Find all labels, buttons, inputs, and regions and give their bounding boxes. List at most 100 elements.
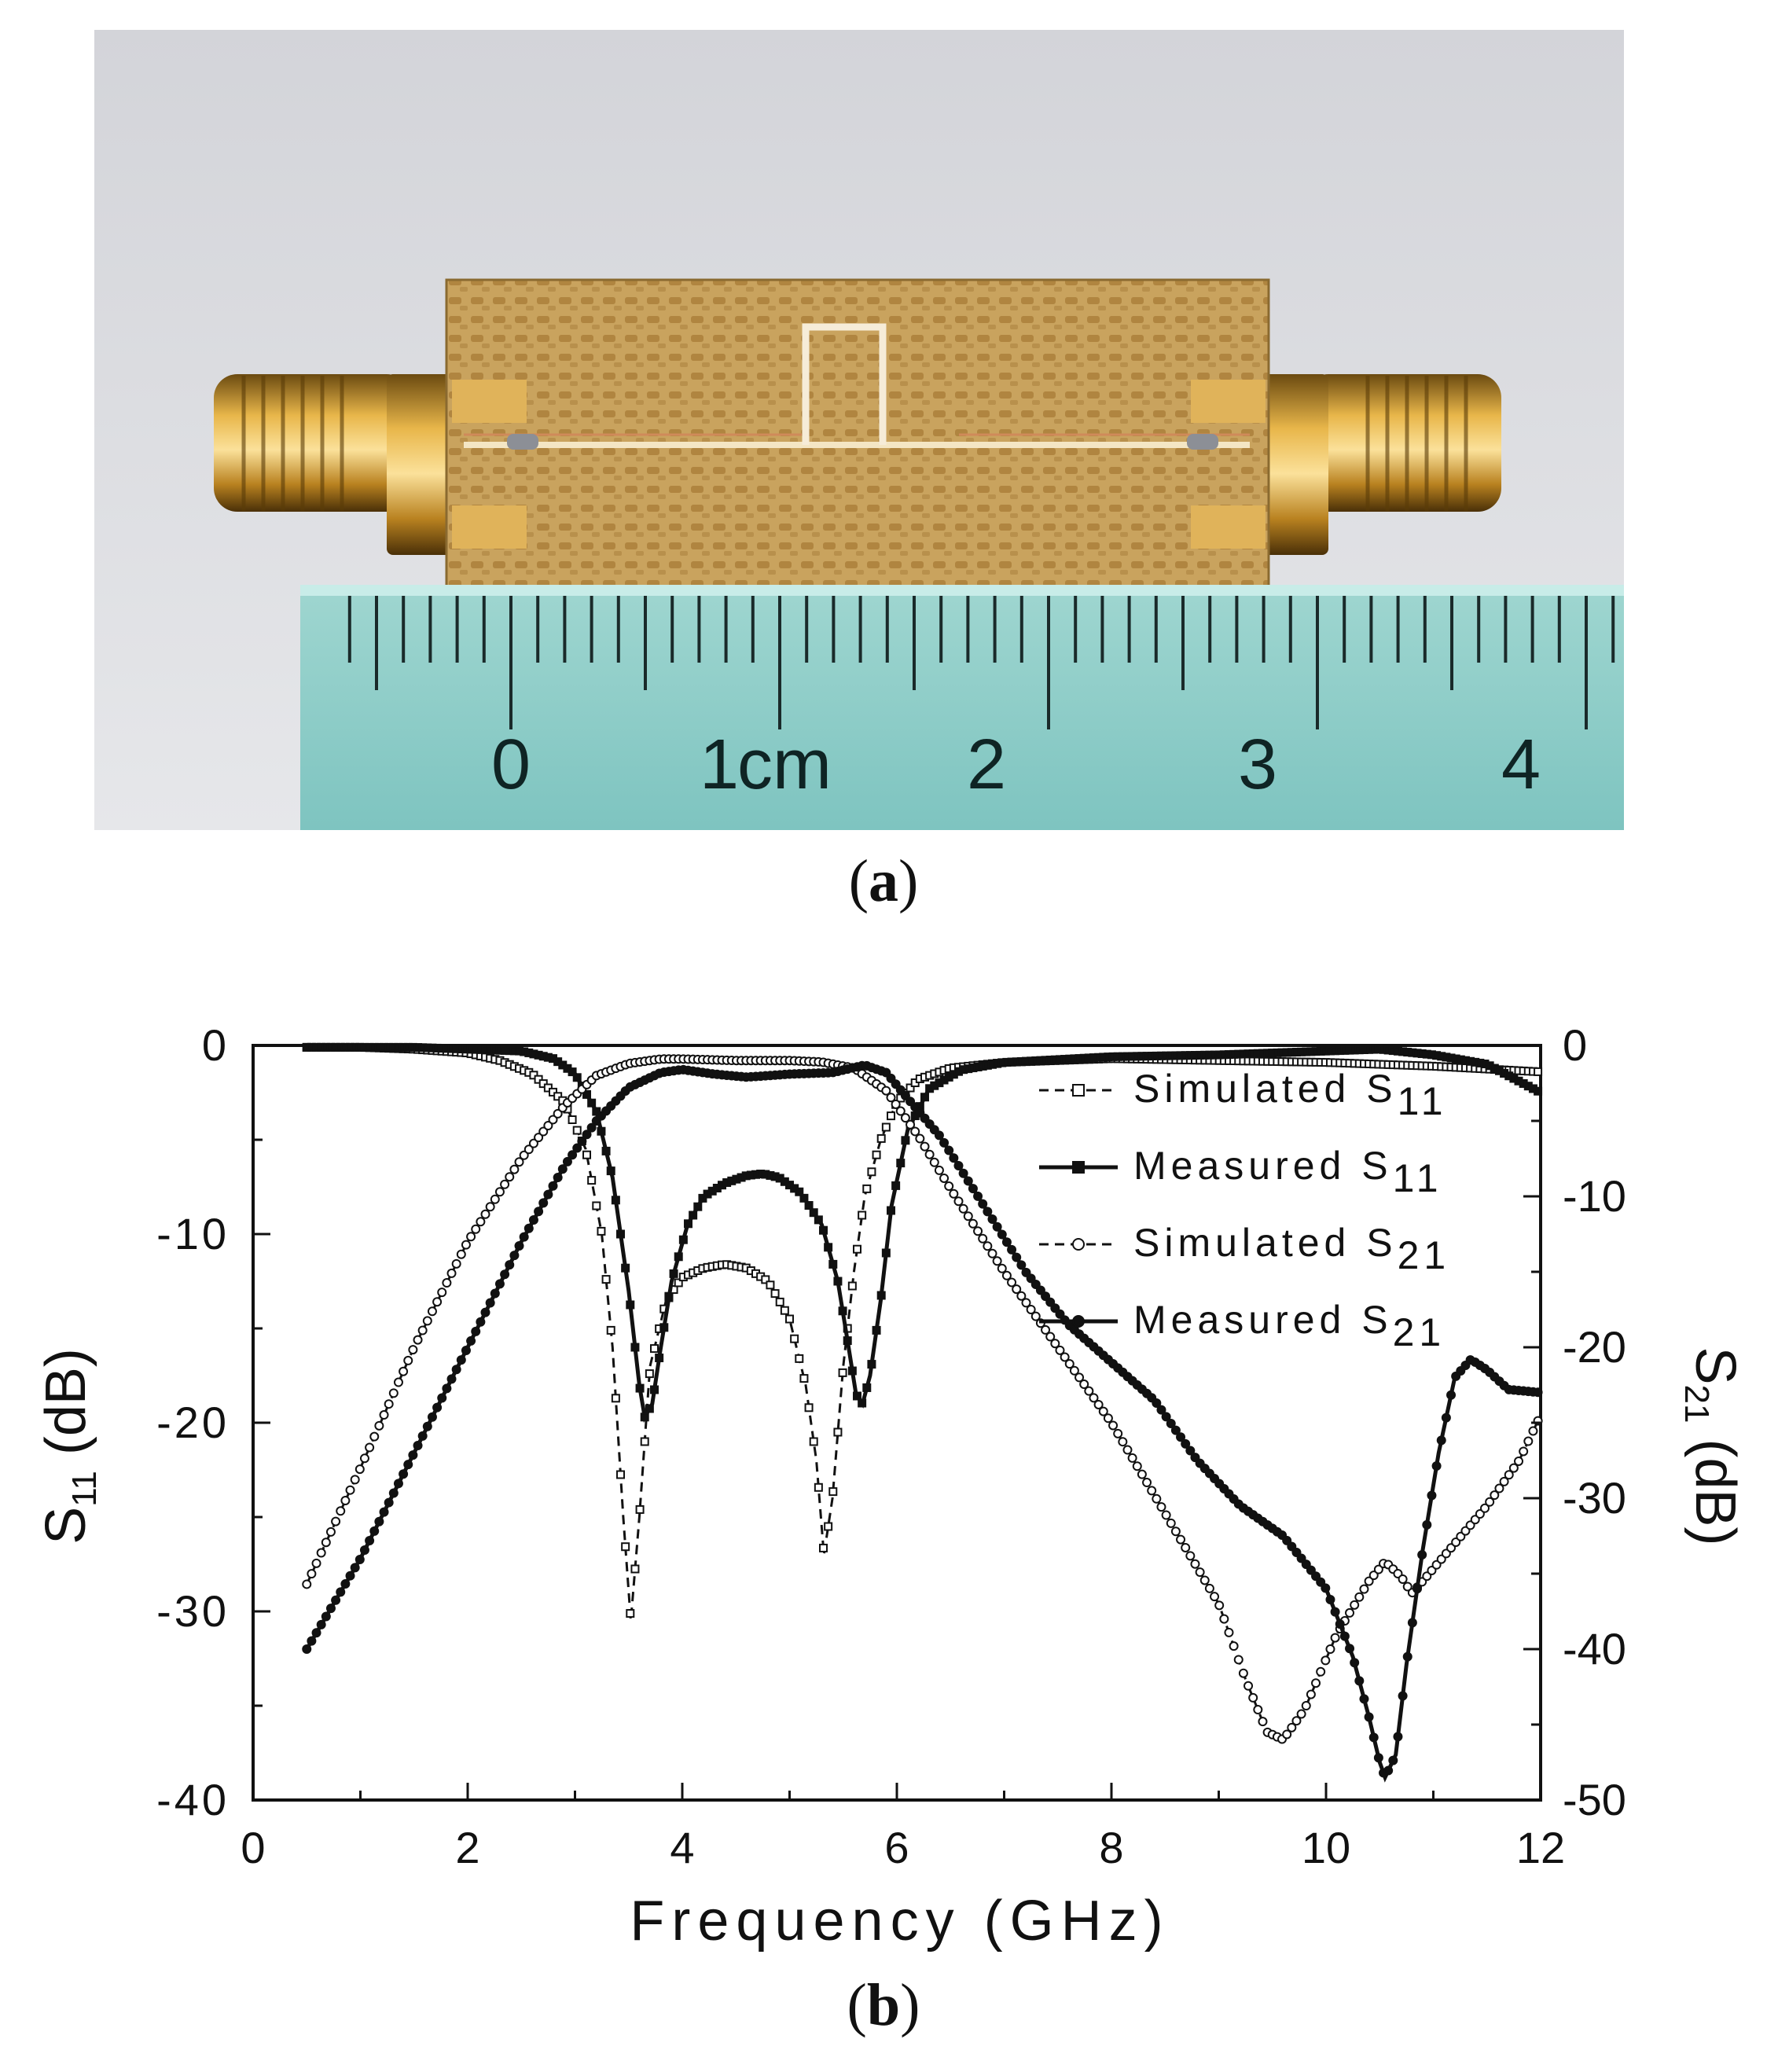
data-point: [1373, 1753, 1383, 1763]
tick-layer: 0 2 4 6 8 10 120-10-20-30-400-10-20-30-40-50: [156, 1020, 1626, 1872]
data-point: [582, 1130, 592, 1140]
data-point: [920, 1141, 930, 1152]
data-point: [1528, 1426, 1538, 1436]
legend-marker: [1072, 1084, 1085, 1097]
data-point: [568, 1115, 577, 1124]
data-point: [858, 1398, 867, 1408]
data-point: [1345, 1607, 1355, 1618]
data-point: [369, 1526, 380, 1536]
data-point: [876, 1291, 886, 1300]
data-point: [1316, 1666, 1326, 1677]
data-point: [490, 1288, 500, 1299]
data-point: [1321, 1583, 1331, 1593]
data-point: [553, 1108, 563, 1119]
data-point: [1152, 1398, 1162, 1409]
data-point: [997, 1229, 1007, 1240]
data-point: [1373, 1564, 1383, 1574]
data-point: [1064, 1359, 1075, 1369]
data-point: [852, 1391, 861, 1401]
data-point: [645, 1404, 654, 1413]
data-point: [1181, 1542, 1191, 1552]
data-point: [944, 1181, 954, 1192]
data-point: [1523, 1436, 1534, 1446]
data-point: [1122, 1445, 1133, 1455]
data-point: [1253, 1705, 1263, 1715]
data-point: [684, 1219, 693, 1229]
data-point: [804, 1403, 814, 1413]
data-point: [693, 1202, 703, 1211]
data-point: [1316, 1577, 1326, 1587]
data-point: [1001, 1237, 1012, 1247]
data-point: [476, 1317, 486, 1327]
data-point: [910, 1126, 920, 1137]
data-point: [456, 1355, 466, 1365]
data-point: [1301, 1701, 1311, 1710]
data-point: [1055, 1309, 1065, 1319]
data-point: [1287, 1722, 1297, 1732]
data-point: [500, 1269, 510, 1280]
legend-symbol: [1039, 1161, 1118, 1174]
data-point: [597, 1226, 606, 1236]
data-point: [461, 1346, 471, 1356]
data-point: [369, 1431, 380, 1442]
data-point: [1030, 1279, 1041, 1289]
data-point: [476, 1217, 486, 1227]
data-point: [881, 1067, 891, 1078]
data-point: [886, 1206, 895, 1215]
data-point: [534, 1207, 544, 1217]
data-point: [601, 1275, 611, 1284]
data-point: [345, 1571, 355, 1581]
data-point: [379, 1507, 389, 1517]
legend-symbol: [1039, 1084, 1118, 1097]
legend-label-base: Simulated S: [1133, 1221, 1398, 1265]
data-point: [384, 1399, 394, 1409]
data-point: [606, 1166, 615, 1176]
data-point: [340, 1579, 351, 1589]
legend-entry: Measured S11: [1039, 1144, 1438, 1200]
data-point: [548, 1115, 558, 1125]
data-point: [799, 1193, 809, 1203]
data-point: [799, 1374, 809, 1383]
data-point: [442, 1383, 452, 1394]
data-point: [1026, 1305, 1036, 1314]
data-point: [1504, 1470, 1514, 1480]
data-point: [1321, 1655, 1331, 1666]
data-point: [446, 1374, 457, 1384]
data-point: [987, 1214, 997, 1225]
data-point: [780, 1306, 789, 1315]
data-point: [379, 1410, 389, 1420]
data-point: [1534, 1067, 1543, 1076]
data-point: [876, 1133, 886, 1143]
data-point: [1398, 1574, 1408, 1585]
data-point: [1127, 1453, 1137, 1463]
data-point: [1132, 1461, 1142, 1471]
data-point: [895, 1085, 906, 1095]
data-point: [674, 1252, 683, 1262]
data-point: [766, 1280, 775, 1290]
data-point: [403, 1460, 413, 1470]
data-point: [906, 1119, 916, 1130]
data-point: [1147, 1486, 1157, 1496]
data-point: [543, 1189, 553, 1199]
data-point: [1359, 1584, 1369, 1594]
data-point: [1012, 1284, 1022, 1295]
data-point: [934, 1130, 944, 1141]
data-point: [650, 1344, 659, 1354]
legend: Simulated S11 Measured S11 Simulated S21…: [1039, 1067, 1451, 1354]
ruler-number: 4: [1501, 726, 1541, 804]
data-point: [1113, 1428, 1123, 1438]
data-point: [437, 1393, 447, 1403]
data-point: [519, 1232, 529, 1242]
data-point: [523, 1223, 534, 1233]
legend-label-sub: 21: [1398, 1233, 1451, 1277]
y-right-tick-label: -50: [1563, 1775, 1626, 1824]
data-point: [809, 1208, 818, 1218]
data-point: [471, 1326, 481, 1336]
x-tick-label: 6: [884, 1823, 909, 1872]
data-point: [635, 1504, 645, 1514]
data-point: [374, 1420, 384, 1431]
data-point: [953, 1196, 964, 1207]
data-point: [446, 1268, 457, 1278]
data-point: [509, 1164, 520, 1174]
data-point: [456, 1249, 466, 1259]
